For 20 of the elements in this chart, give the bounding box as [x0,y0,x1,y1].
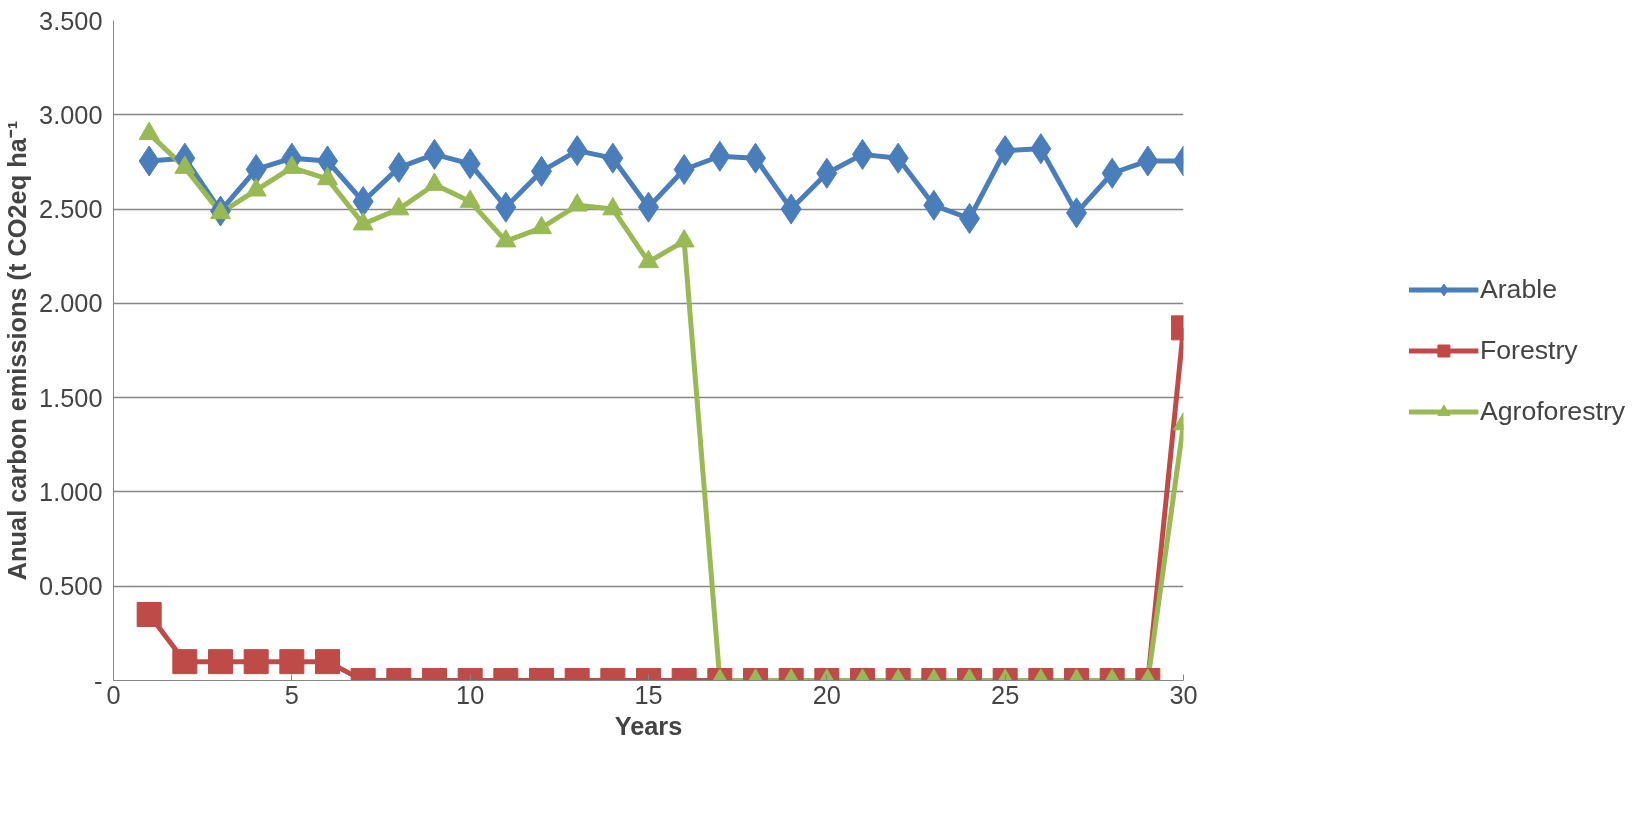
legend-label: Agroforestry [1479,395,1626,427]
y-tick-label: - [94,666,103,695]
x-axis-title: Years [614,711,683,740]
y-tick-label: 1.500 [39,383,103,412]
y-axis-title: Anual carbon emissions (t CO2eq ha⁻¹ [3,120,32,581]
x-tick-label: 5 [284,680,299,709]
x-tick-label: 15 [634,680,663,709]
legend-label: Forestry [1479,334,1578,366]
y-tick-label: 3.000 [39,100,103,129]
x-tick-label: 10 [456,680,485,709]
legend-label: Arable [1479,273,1557,305]
x-tick-label: 30 [1169,680,1198,709]
y-tick-label: 1.000 [39,477,103,506]
y-tick-label: 2.500 [39,195,103,224]
y-tick-label: 2.000 [39,289,103,318]
x-tick-label: 0 [106,680,121,709]
x-tick-label: 25 [991,680,1020,709]
x-tick-label: 20 [812,680,841,709]
y-tick-label: 3.500 [39,6,103,35]
y-tick-label: 0.500 [39,572,103,601]
